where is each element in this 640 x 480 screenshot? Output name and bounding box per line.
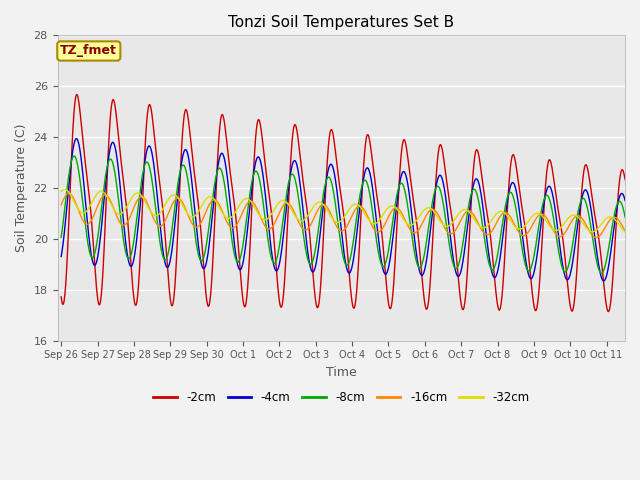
- Legend: -2cm, -4cm, -8cm, -16cm, -32cm: -2cm, -4cm, -8cm, -16cm, -32cm: [148, 386, 534, 408]
- X-axis label: Time: Time: [326, 366, 356, 379]
- Text: TZ_fmet: TZ_fmet: [60, 45, 117, 58]
- Y-axis label: Soil Temperature (C): Soil Temperature (C): [15, 124, 28, 252]
- Title: Tonzi Soil Temperatures Set B: Tonzi Soil Temperatures Set B: [228, 15, 454, 30]
